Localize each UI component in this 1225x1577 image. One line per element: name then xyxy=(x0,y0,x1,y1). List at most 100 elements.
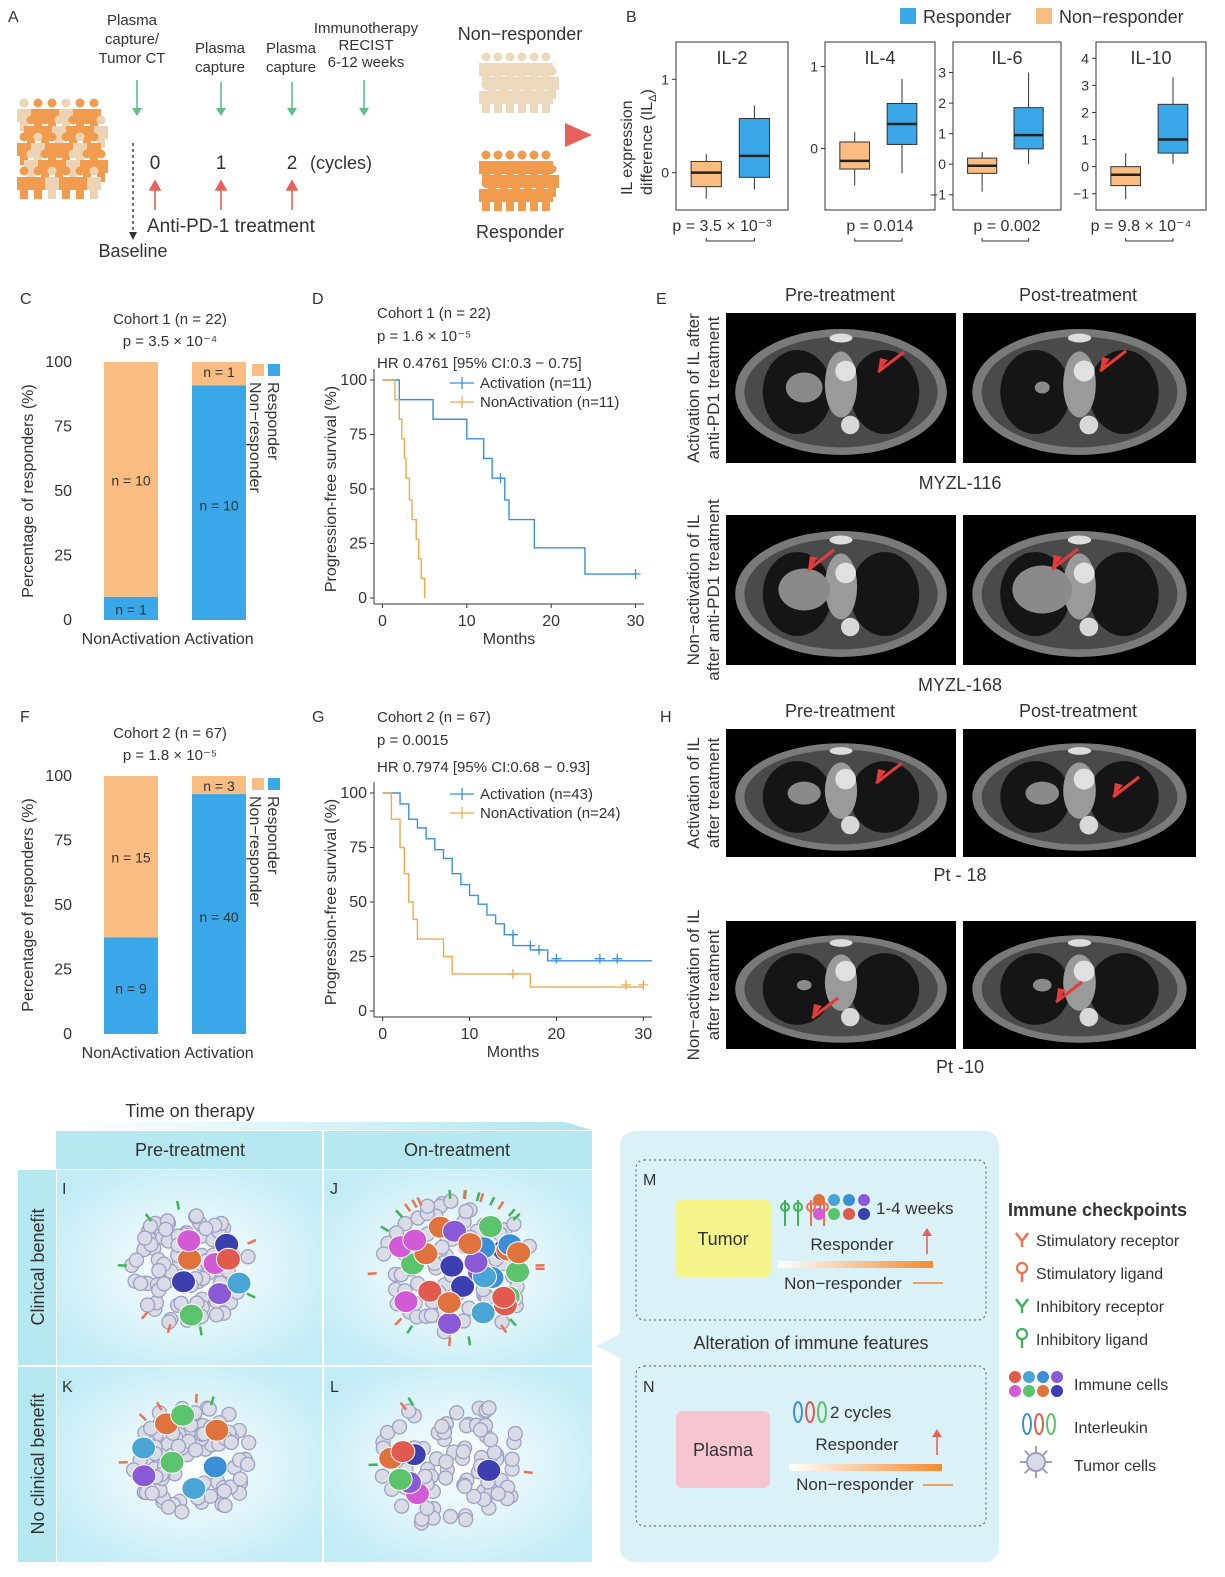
km-censor xyxy=(638,979,649,990)
row-no-clinical-benefit: No clinical benefit xyxy=(28,1393,48,1534)
legend-item-label: Immune cells xyxy=(1074,1377,1168,1394)
tumor-cell xyxy=(241,1434,257,1451)
km-censor xyxy=(508,968,518,979)
immune-cell xyxy=(491,1285,517,1309)
ct-sternum xyxy=(1067,333,1092,343)
ct-row-label-line: after treatment xyxy=(704,737,723,848)
checkpoint-icon-head xyxy=(793,1202,803,1212)
tumor-cluster xyxy=(368,1396,533,1531)
checkpoint-marker xyxy=(411,1199,418,1209)
checkpoint-marker xyxy=(406,1325,414,1335)
ct-red-arrow xyxy=(1112,775,1140,799)
tumor-cell xyxy=(397,1215,413,1232)
y-tick-label: 2 xyxy=(1081,104,1089,120)
tumor-cluster xyxy=(117,1200,257,1336)
bar-nonresponder xyxy=(192,776,246,795)
ct-tumor-mass xyxy=(787,781,821,805)
ct-post-scan xyxy=(963,729,1196,857)
km-censor xyxy=(525,940,536,951)
panel-letter-a: A xyxy=(8,9,19,26)
interleukin-icons xyxy=(793,1401,827,1423)
legend-item-label: Stimulatory receptor xyxy=(1036,1233,1180,1250)
legend-swatch-nonresponder xyxy=(1036,8,1052,24)
tumor-cell xyxy=(423,1307,440,1324)
ct-red-arrowhead xyxy=(812,1004,822,1018)
text-line: RECIST xyxy=(338,37,393,54)
ct-vertebra xyxy=(841,617,860,637)
p-bracket xyxy=(854,238,903,242)
ct-col-post: Post-treatment xyxy=(1019,285,1137,305)
stimulatory-receptor-icon xyxy=(1015,1232,1029,1247)
ct-right-lung xyxy=(850,350,920,434)
ct-tumor-mass xyxy=(796,980,812,991)
row-clinical-benefit: Clinical benefit xyxy=(28,1208,48,1325)
ct-vertebra xyxy=(841,1007,860,1027)
p-value: p = 9.8 × 10⁻⁴ xyxy=(1091,218,1192,235)
immune-cell xyxy=(477,1215,503,1239)
ct-red-arrow xyxy=(1055,980,1083,1004)
checkpoint-marker xyxy=(403,1203,412,1213)
checkpoint-marker xyxy=(462,1189,467,1200)
ct-red-arrowhead xyxy=(1113,783,1123,797)
immune-cell-icon xyxy=(858,1208,870,1220)
tumor-cell xyxy=(394,1498,410,1514)
km-legend-label: Activation (n=43) xyxy=(480,786,593,803)
tumor-cell xyxy=(483,1432,499,1448)
bar-y-tick: 75 xyxy=(54,833,72,850)
bar-legend-nonresponder: Non−responder xyxy=(246,382,263,493)
text-line: Immunotherapy xyxy=(314,20,419,37)
ct-row-label-line: Non−activation of IL xyxy=(684,910,703,1061)
km-y-tick-label: 75 xyxy=(349,427,367,444)
km-y-tick-label: 25 xyxy=(349,949,367,966)
km-p-value: p = 0.0015 xyxy=(377,732,448,749)
panel-letter-e: E xyxy=(656,291,667,308)
step-plasma-2-label: Plasma capture xyxy=(266,40,317,76)
tumor-cell xyxy=(144,1485,160,1501)
km-censor xyxy=(630,569,641,580)
bar-nonresponder-label: n = 10 xyxy=(111,472,151,488)
immune-cell xyxy=(170,1403,196,1427)
immune-cell xyxy=(207,1282,233,1306)
tumor-cell xyxy=(137,1230,153,1246)
checkpoint-marker xyxy=(209,1396,215,1406)
ct-red-arrow xyxy=(811,996,839,1020)
cycles-2-label: 2 cycles xyxy=(830,1403,891,1422)
panel-a: A Plasma capture/Tumor CT Plasma capture P… xyxy=(8,9,592,261)
checkpoint-marker xyxy=(380,1225,390,1233)
inhibitory-receptor-icon xyxy=(1015,1298,1029,1313)
ct-right-lung xyxy=(1088,350,1159,434)
checkpoint-marker xyxy=(507,1208,516,1217)
checkpoint-marker xyxy=(523,1470,533,1475)
legend-swatch-responder xyxy=(900,8,916,24)
immune-cell xyxy=(450,1274,476,1298)
ct-right-lung xyxy=(850,761,920,833)
checkpoint-marker xyxy=(138,1413,147,1422)
immunotherapy-step: Immunotherapy RECIST 6-12 weeks xyxy=(314,20,419,116)
immune-cells-icon xyxy=(1023,1371,1035,1383)
ct-row-label: Non−activation of ILafter anti-PD1 treat… xyxy=(684,499,723,681)
km-title: Cohort 2 (n = 67) xyxy=(377,709,491,726)
checkpoint-icon-head xyxy=(806,1202,816,1212)
panel-letter-k: K xyxy=(62,1379,73,1396)
immune-cell xyxy=(178,1303,204,1327)
bar-legend-swatch xyxy=(252,364,264,376)
bar-responder-label: n = 9 xyxy=(115,981,147,997)
p-value: p = 3.5 × 10⁻³ xyxy=(672,218,772,235)
immune-cell xyxy=(457,1232,483,1256)
immune-cell xyxy=(417,1279,443,1303)
ligand-head xyxy=(1015,1261,1029,1275)
km-legend-swatch xyxy=(450,396,474,408)
tumor-cell xyxy=(374,1468,391,1484)
checkpoint-marker xyxy=(448,1337,452,1347)
immune-cells-icon xyxy=(1023,1385,1035,1397)
ct-patient-id: MYZL-168 xyxy=(918,675,1002,695)
interleukin-icon xyxy=(1046,1413,1056,1435)
ct-vertebra xyxy=(1079,815,1099,835)
immune-cell xyxy=(439,1254,465,1278)
y-tick-label: 0 xyxy=(938,156,946,172)
ct-row-label-line: Non−activation of IL xyxy=(684,515,703,666)
ct-tumor-mass xyxy=(1012,565,1073,614)
immune-cells-icon xyxy=(1037,1385,1049,1397)
tumor-cell xyxy=(239,1456,256,1473)
